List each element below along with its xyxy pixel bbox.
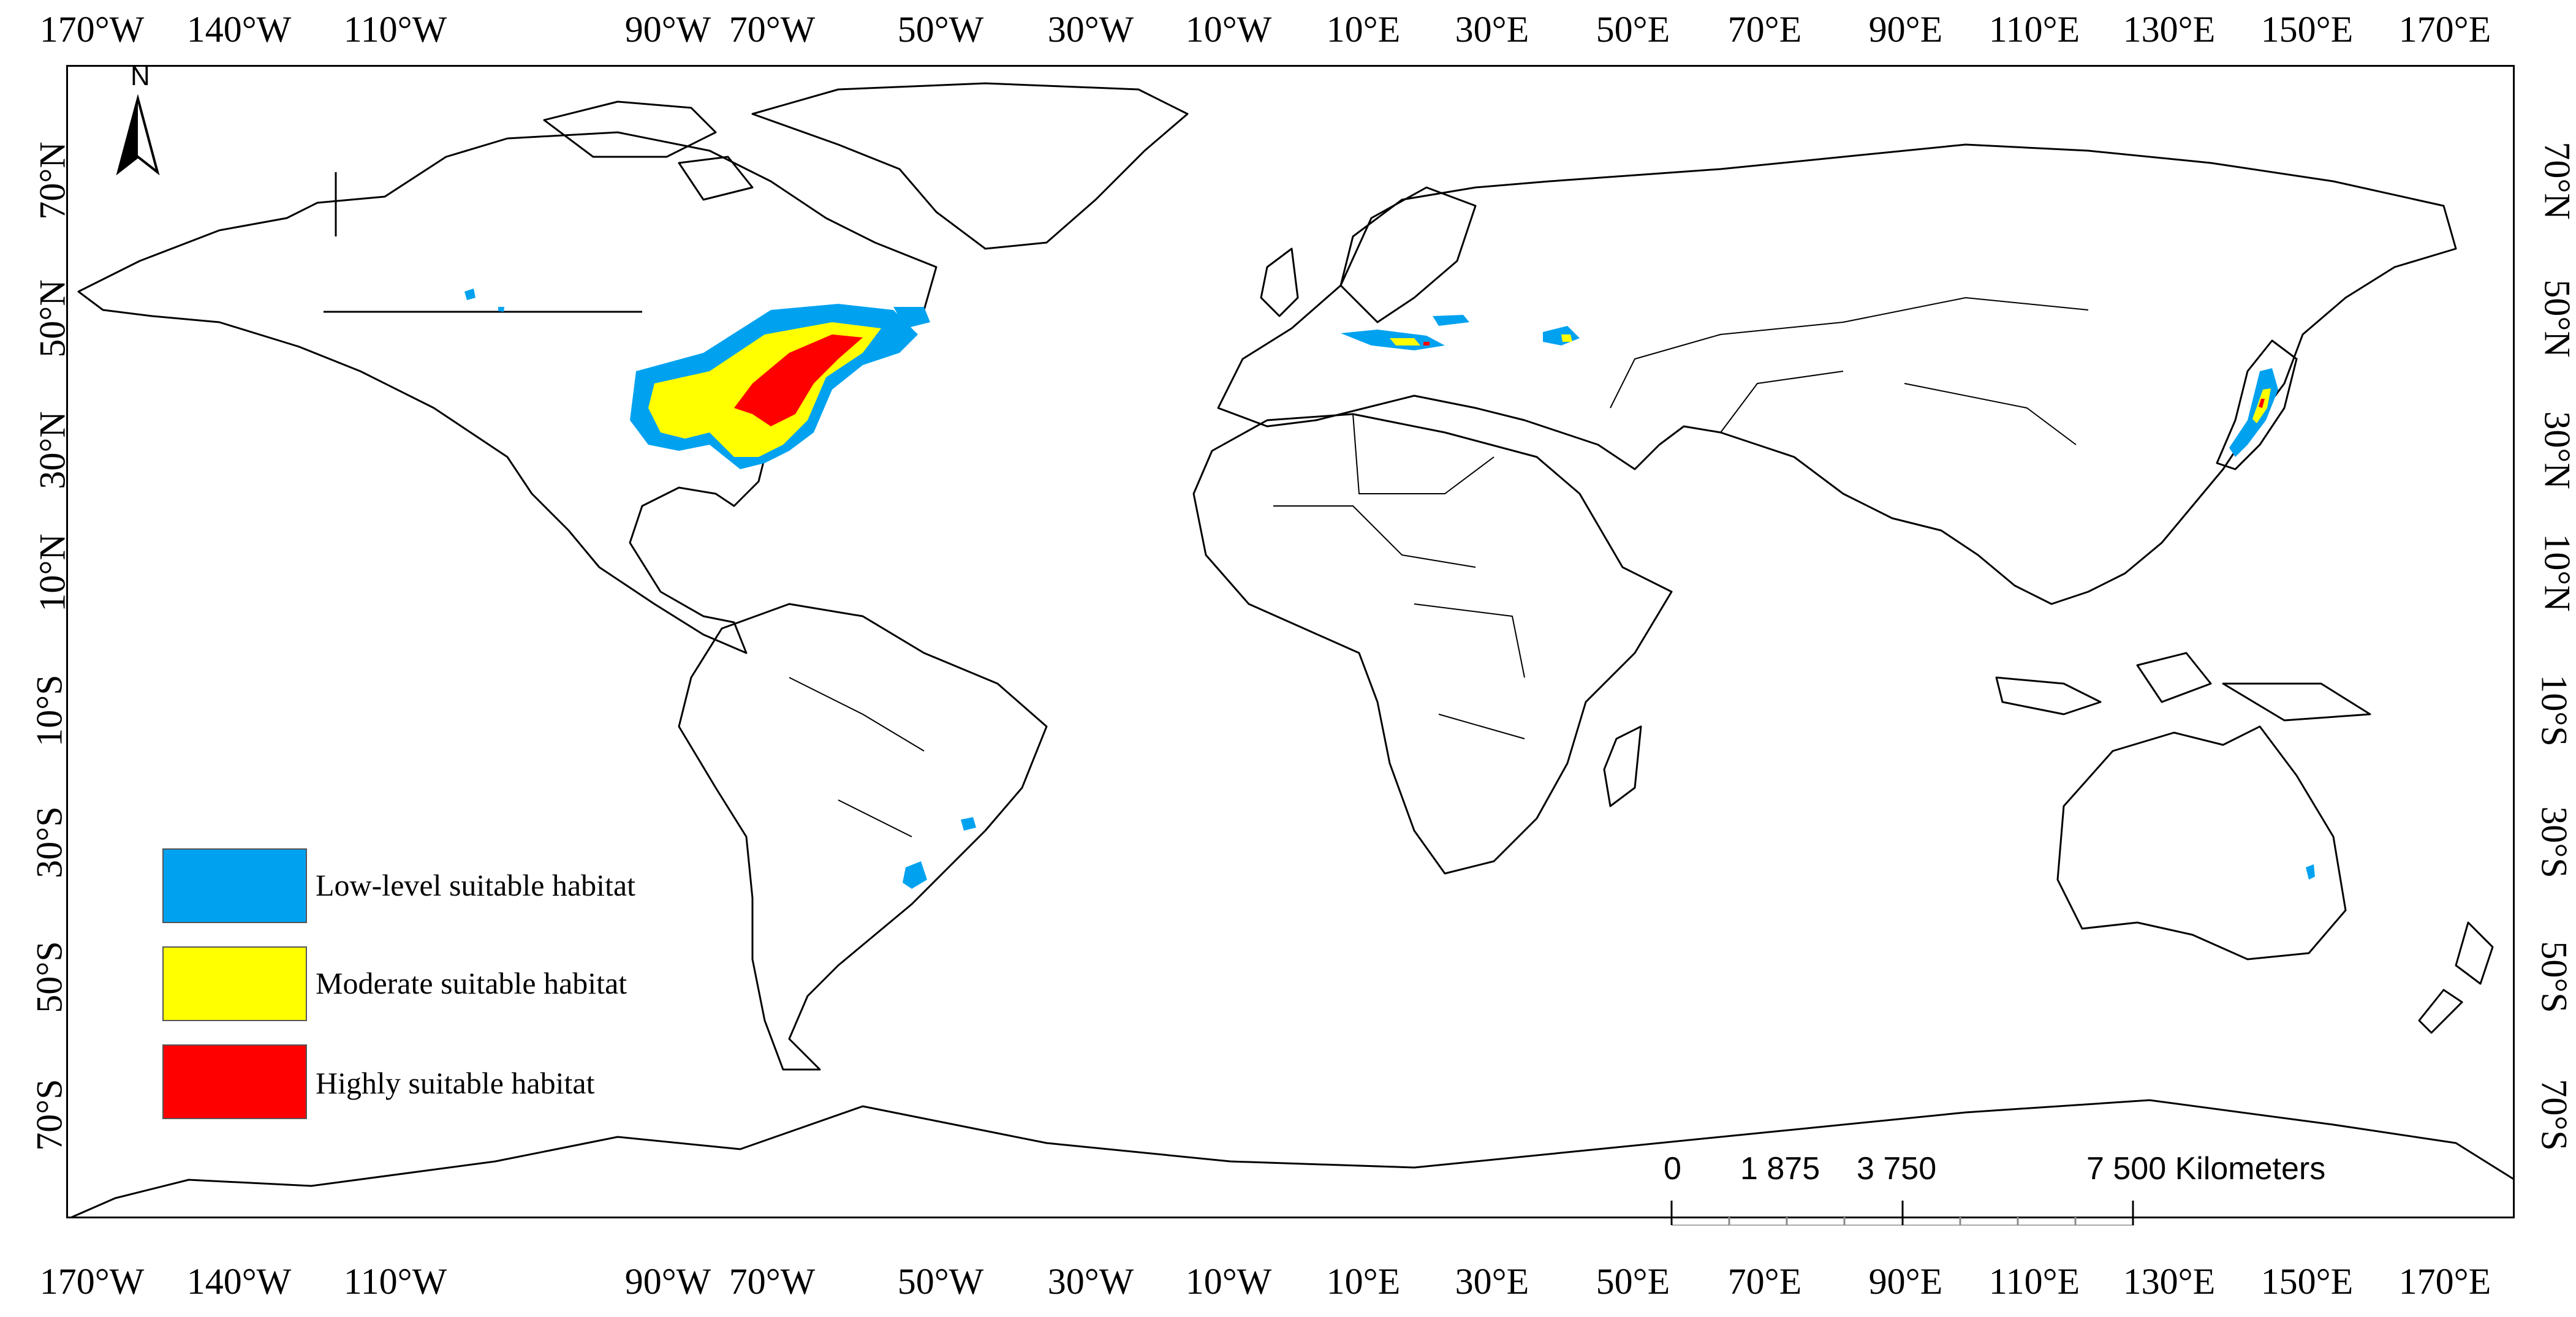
lon-label: 90°E: [1868, 1261, 1943, 1302]
eurasia-outline: [1217, 143, 2457, 605]
lon-label: 10°W: [1185, 1261, 1272, 1302]
lon-label: 90°E: [1868, 9, 1943, 50]
lat-label: 30°S: [2534, 806, 2575, 878]
japan-outline: [2216, 339, 2298, 470]
scale-bar-ruler: [1670, 1201, 2134, 1226]
lat-label: 10°N: [32, 534, 73, 612]
lat-label: 30°N: [2537, 411, 2576, 489]
north-america-outline: [77, 131, 938, 654]
lon-label: 170°E: [2398, 9, 2491, 50]
lat-label: 10°N: [2537, 534, 2576, 612]
south-america-outline: [678, 603, 1048, 1071]
habitat-high-region: [734, 334, 863, 426]
north-arrow-label: N: [131, 61, 150, 91]
scale-label-0: 0: [1664, 1151, 1681, 1187]
habitat-low-region: [2306, 864, 2315, 880]
lon-label: 10°W: [1185, 9, 1272, 50]
madagascar-outline: [1603, 725, 1642, 807]
lon-label: 170°W: [39, 1261, 145, 1302]
lon-label: 140°W: [186, 1261, 292, 1302]
lon-label: 130°E: [2123, 1261, 2216, 1302]
lon-label: 90°W: [624, 1261, 711, 1302]
lon-label: 70°E: [1727, 1261, 1802, 1302]
legend-label-moderate: Moderate suitable habitat: [316, 966, 627, 1000]
lat-label: 50°N: [32, 279, 73, 358]
lon-label: 30°W: [1047, 1261, 1134, 1302]
lon-label: 50°E: [1596, 1261, 1670, 1302]
lon-label: 150°E: [2260, 9, 2354, 50]
scale-label-1875: 1 875: [1740, 1151, 1820, 1187]
lon-label: 170°E: [2398, 1261, 2491, 1302]
lon-label: 50°E: [1596, 9, 1670, 50]
africa-outline: [1192, 413, 1673, 875]
lat-label: 50°N: [2537, 279, 2576, 358]
new-zealand-outline: [2418, 921, 2494, 1034]
north-arrow-icon: [116, 94, 160, 176]
lat-label: 10°S: [29, 674, 70, 747]
lon-label: 50°W: [897, 1261, 984, 1302]
antarctica-outline: [66, 1099, 2515, 1218]
habitat-high-region: [2259, 399, 2265, 408]
lat-label: 30°S: [29, 806, 70, 878]
lon-label: 30°W: [1047, 9, 1134, 50]
lat-label: 70°N: [2537, 142, 2576, 220]
arctic-islands-outline: [543, 100, 754, 201]
habitat-low-region: [903, 817, 976, 889]
legend-swatch-moderate: [162, 946, 307, 1021]
scandinavia-outline: [1339, 186, 1477, 323]
legend-swatch-high: [162, 1044, 307, 1119]
habitat-japan: [2229, 368, 2278, 457]
legend-swatch-low: [162, 848, 307, 923]
lon-label: 90°W: [624, 9, 711, 50]
lon-label: 110°W: [343, 9, 447, 50]
lat-label: 30°N: [32, 411, 73, 489]
british-isles-outline: [1260, 247, 1299, 317]
lon-label: 70°W: [729, 9, 816, 50]
lon-label: 170°W: [39, 9, 145, 50]
habitat-low-region: [893, 307, 930, 328]
scale-label-3750: 3 750: [1857, 1151, 1937, 1187]
lon-label: 150°E: [2260, 1261, 2354, 1302]
lon-label: 110°W: [343, 1261, 447, 1302]
greenland-outline: [751, 82, 1189, 250]
lon-label: 130°E: [2123, 9, 2216, 50]
habitat-high-region: [1423, 342, 1430, 345]
lat-label: 70°N: [32, 142, 73, 220]
lon-label: 10°E: [1326, 9, 1401, 50]
lon-label: 70°E: [1727, 9, 1802, 50]
country-borders: [789, 297, 2089, 837]
lat-label: 10°S: [2534, 674, 2575, 747]
lon-label: 30°E: [1455, 1261, 1529, 1302]
lat-label: 50°S: [2534, 941, 2575, 1013]
world-map: [66, 82, 2515, 1218]
habitat-europe: [1341, 315, 1580, 350]
lat-label: 50°S: [29, 941, 70, 1013]
lat-label: 70°S: [29, 1079, 70, 1151]
australia-outline: [2056, 725, 2347, 960]
habitat-low-region: [464, 289, 504, 312]
legend-label-low: Low-level suitable habitat: [316, 868, 636, 902]
legend-label-high: Highly suitable habitat: [316, 1066, 595, 1100]
lon-label: 30°E: [1455, 9, 1529, 50]
map-frame: [66, 65, 2515, 1218]
habitat-moderate-region: [1390, 334, 1572, 345]
lon-label: 140°W: [186, 9, 292, 50]
habitat-eastern-north-america: [630, 304, 930, 469]
lon-label: 50°W: [897, 9, 984, 50]
lon-label: 110°E: [1988, 9, 2080, 50]
lon-label: 70°W: [729, 1261, 816, 1302]
lon-label: 110°E: [1988, 1261, 2080, 1302]
lat-label: 70°S: [2534, 1079, 2575, 1151]
lon-label: 10°E: [1326, 1261, 1401, 1302]
southeast-asia-islands-outline: [1995, 652, 2371, 722]
scale-label-7500: 7 500 Kilometers: [2086, 1151, 2326, 1187]
